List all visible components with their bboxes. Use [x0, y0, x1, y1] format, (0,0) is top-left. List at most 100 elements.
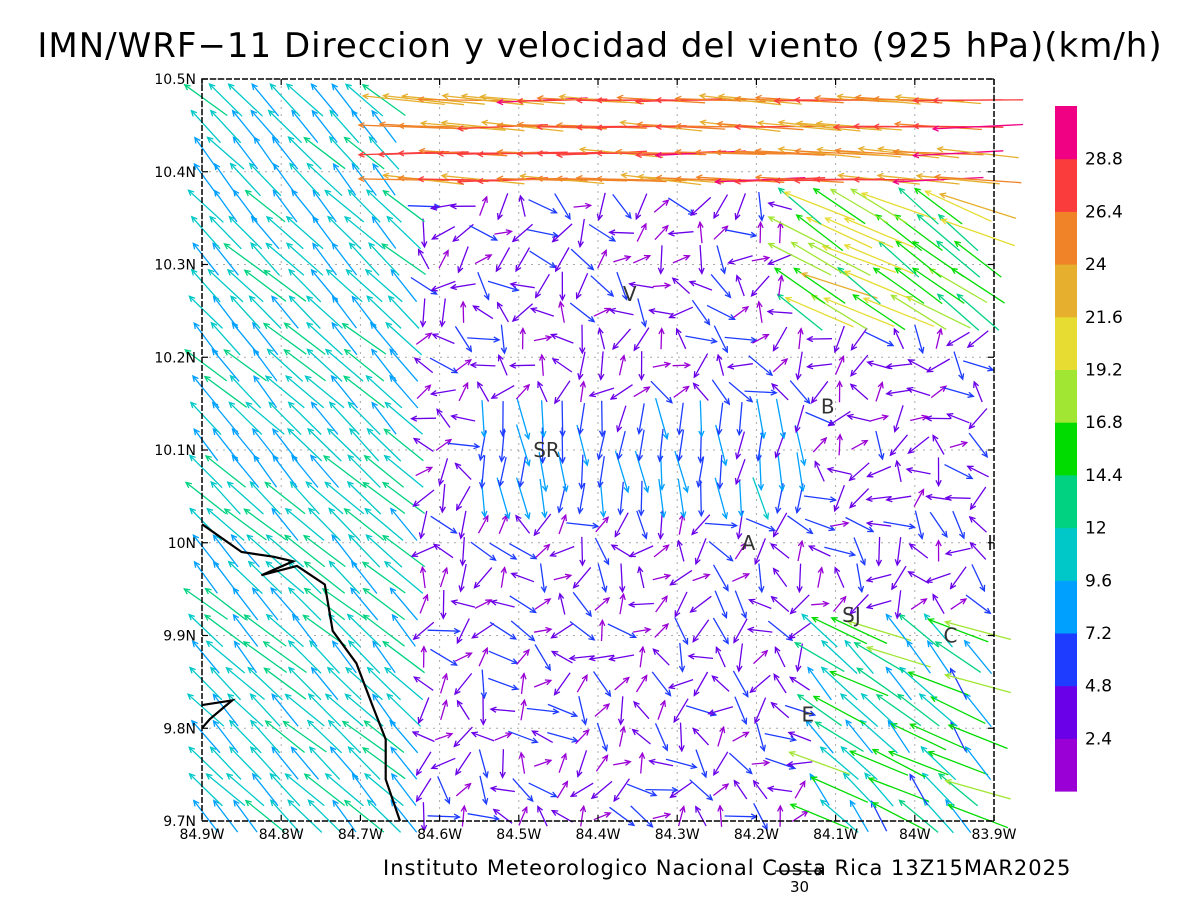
- wind-arrow: [469, 361, 496, 369]
- wind-arrow: [347, 640, 381, 674]
- wind-arrow: [347, 401, 381, 436]
- wind-arrow: [188, 613, 224, 648]
- wind-arrow: [712, 564, 729, 592]
- wind-arrow: [894, 537, 902, 567]
- wind-arrow: [845, 516, 875, 533]
- wind-arrow: [324, 693, 364, 727]
- wind-arrow: [767, 216, 832, 250]
- wind-arrow: [387, 295, 420, 329]
- wind-arrow: [390, 268, 418, 303]
- wind-arrow: [287, 427, 323, 462]
- lon-tick-label: 84.7W: [338, 827, 383, 843]
- wind-arrow: [734, 458, 746, 486]
- lon-tick-label: 84.4W: [575, 827, 620, 843]
- wind-arrow: [836, 380, 843, 403]
- wind-arrow: [229, 374, 262, 409]
- wind-arrow: [933, 173, 1022, 184]
- wind-arrow: [716, 402, 724, 436]
- wind-arrow: [190, 215, 221, 250]
- wind-arrow: [964, 692, 992, 728]
- wind-arrow: [454, 652, 473, 662]
- wind-arrow: [247, 560, 283, 595]
- wind-arrow: [633, 386, 651, 398]
- wind-arrow: [368, 242, 400, 276]
- wind-arrow: [192, 534, 220, 568]
- wind-arrow: [381, 243, 427, 276]
- wind-arrow: [516, 398, 531, 441]
- wind-arrow: [637, 565, 645, 589]
- wind-arrow: [736, 643, 744, 673]
- wind-arrow: [209, 109, 242, 144]
- wind-arrow: [667, 197, 696, 216]
- wind-arrow: [420, 645, 427, 668]
- wind-arrow: [547, 703, 579, 718]
- wind-arrow: [598, 351, 605, 381]
- wind-arrow: [312, 242, 338, 276]
- wind-arrow: [777, 221, 784, 244]
- wind-arrow: [303, 773, 346, 807]
- wind-arrow: [455, 751, 472, 776]
- wind-arrow: [457, 246, 469, 274]
- wind-arrow: [533, 759, 553, 767]
- wind-arrow: [597, 563, 608, 594]
- wind-arrow: [926, 640, 950, 674]
- wind-arrow: [756, 120, 842, 132]
- wind-arrow: [251, 772, 279, 807]
- colorbar-label: 19.2: [1085, 361, 1123, 381]
- wind-arrow: [853, 537, 866, 566]
- wind-arrow: [777, 274, 785, 296]
- colorbar-label: 7.2: [1085, 624, 1112, 644]
- wind-arrow: [893, 327, 905, 350]
- wind-arrow: [577, 351, 586, 381]
- wind-arrow: [617, 481, 624, 516]
- wind-arrow: [327, 215, 362, 250]
- wind-arrow: [968, 515, 987, 533]
- wind-arrow: [714, 477, 729, 520]
- wind-arrow: [915, 172, 1000, 185]
- colorbar-swatch: [1055, 158, 1077, 212]
- wind-arrow: [496, 301, 509, 323]
- wind-arrow: [819, 799, 859, 833]
- wind-arrow: [243, 269, 287, 302]
- wind-arrow: [783, 191, 856, 221]
- wind-arrow: [698, 480, 705, 518]
- wind-arrow: [190, 109, 221, 144]
- wind-arrow: [953, 351, 965, 381]
- wind-arrow: [302, 534, 346, 568]
- wind-arrow: [890, 723, 947, 751]
- wind-arrow: [608, 307, 634, 316]
- wind-arrow: [752, 333, 770, 344]
- wind-arrow: [470, 731, 495, 742]
- wind-arrow: [876, 172, 960, 185]
- wind-arrow: [262, 641, 307, 674]
- wind-arrow: [413, 676, 434, 691]
- wind-arrow: [932, 434, 945, 455]
- wind-arrow: [875, 536, 883, 567]
- wind-arrow: [450, 413, 476, 422]
- wind-arrow: [534, 273, 550, 299]
- wind-arrow: [964, 745, 992, 780]
- wind-arrow: [588, 654, 615, 662]
- wind-arrow: [797, 539, 805, 562]
- wind-arrow: [875, 694, 922, 727]
- wind-arrow: [773, 267, 826, 304]
- wind-arrow: [595, 754, 609, 772]
- wind-arrow: [346, 613, 382, 648]
- wind-arrow: [455, 485, 471, 512]
- wind-arrow: [411, 731, 435, 743]
- wind-arrow: [968, 432, 989, 458]
- wind-arrow: [389, 348, 419, 382]
- wind-arrow: [590, 275, 615, 298]
- wind-arrow: [857, 145, 940, 159]
- wind-arrow: [892, 148, 984, 156]
- wind-arrow: [914, 510, 925, 541]
- wind-arrow: [812, 436, 828, 453]
- wind-arrow: [612, 328, 631, 351]
- wind-arrow: [310, 401, 339, 435]
- wind-arrow: [595, 516, 610, 533]
- wind-arrow: [363, 773, 404, 807]
- wind-arrow: [706, 304, 736, 320]
- colorbar-label: 14.4: [1085, 466, 1123, 486]
- wind-arrow: [766, 308, 793, 316]
